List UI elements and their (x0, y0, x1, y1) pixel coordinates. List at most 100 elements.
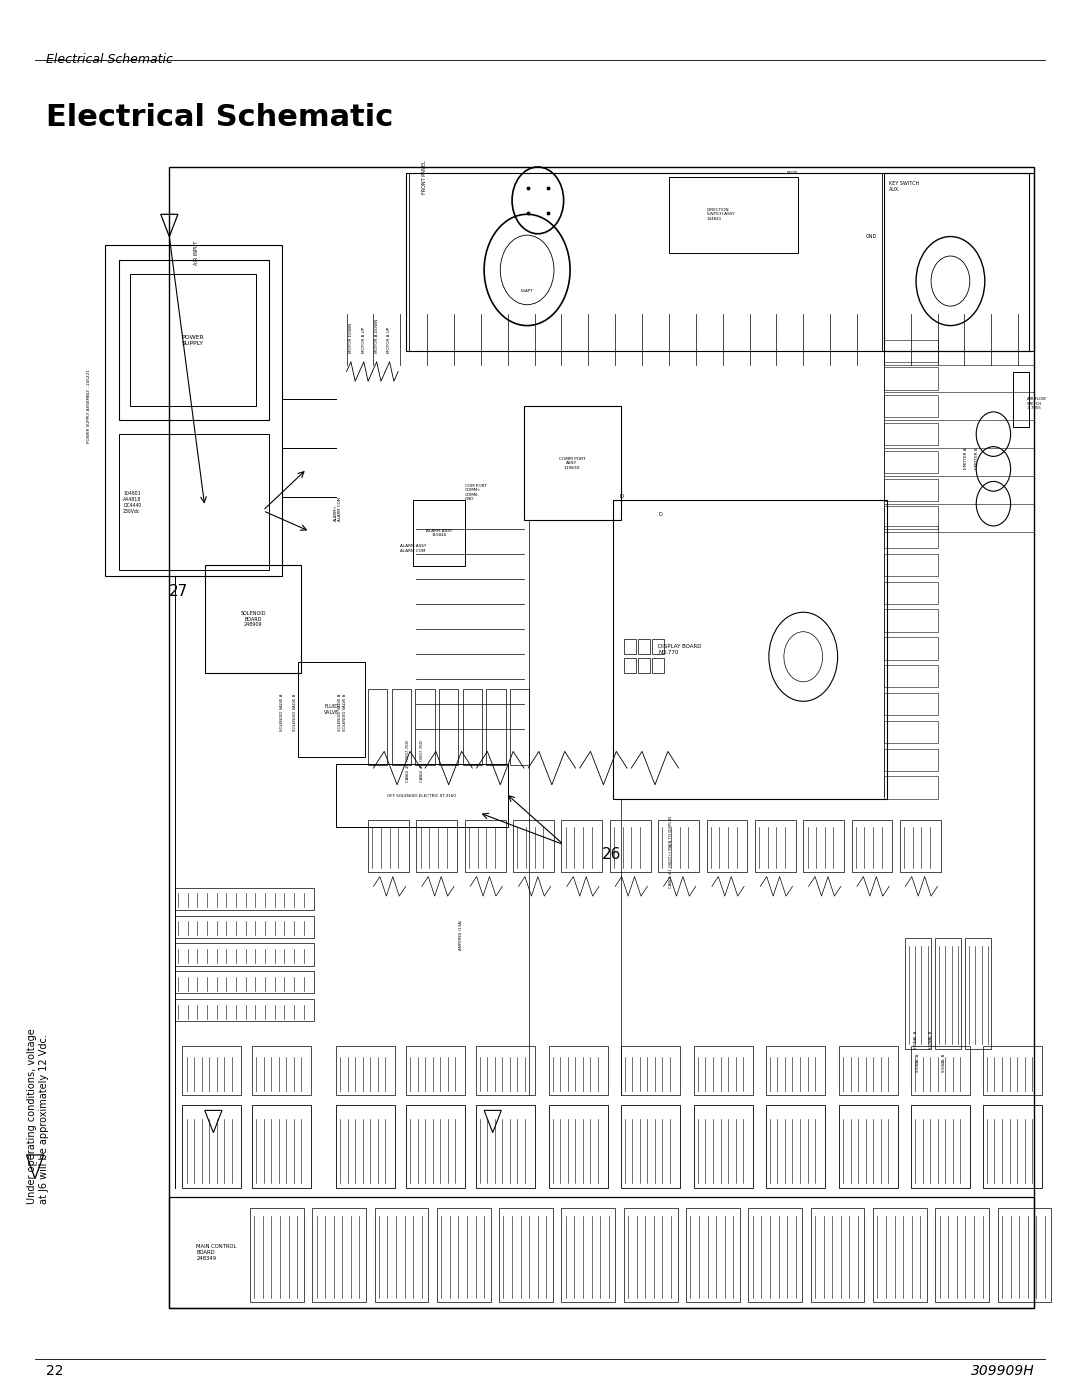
Bar (549, 1105, 608, 1189)
Bar (983, 1046, 1042, 1095)
Bar (336, 1046, 395, 1095)
Text: Under operating conditions, voltage
at J6 will be approximately 12 Vdc.: Under operating conditions, voltage at J… (27, 1028, 49, 1204)
Bar (464, 820, 505, 873)
Text: 309909H: 309909H (971, 1363, 1035, 1377)
Text: COM PORT
COMM+
COMM-
GND: COM PORT COMM+ COMM- GND (464, 483, 486, 502)
Bar (883, 507, 937, 528)
Bar (905, 937, 931, 1049)
Bar (375, 1208, 429, 1302)
Bar (983, 1105, 1042, 1189)
Bar (119, 260, 269, 420)
Text: POWER SUPPLY ASSEMBLY - 245221: POWER SUPPLY ASSEMBLY - 245221 (86, 369, 91, 443)
Bar (839, 1046, 897, 1095)
Bar (883, 553, 937, 576)
Bar (686, 1208, 740, 1302)
Bar (706, 820, 747, 873)
Bar (804, 820, 845, 873)
Bar (883, 451, 937, 474)
Text: SOLENOID
BOARD
248909: SOLENOID BOARD 248909 (241, 610, 266, 627)
Text: CABLE #1 (9007-760): CABLE #1 (9007-760) (406, 740, 409, 782)
Bar (658, 820, 699, 873)
Text: 104801
AA4818
DC4440
230Vdc: 104801 AA4818 DC4440 230Vdc (123, 492, 141, 514)
Text: SIGNAL B: SIGNAL B (942, 1053, 946, 1071)
Text: 27: 27 (170, 584, 189, 599)
Bar (910, 1105, 970, 1189)
Text: !: ! (33, 1162, 37, 1166)
Bar (510, 689, 529, 766)
Bar (935, 937, 961, 1049)
Text: SOLENOID VALVE A
SOLENOID VALVE B: SOLENOID VALVE A SOLENOID VALVE B (338, 694, 347, 731)
Bar (486, 689, 505, 766)
Text: FLUID
VALVE: FLUID VALVE (324, 704, 339, 715)
Bar (883, 173, 1029, 351)
Bar (638, 658, 649, 673)
Bar (748, 1208, 802, 1302)
Bar (883, 525, 937, 548)
Bar (183, 1046, 241, 1095)
Text: ALARM ASSY
ALARM COM: ALARM ASSY ALARM COM (401, 543, 427, 553)
Bar (610, 820, 650, 873)
Bar (438, 689, 458, 766)
Bar (462, 689, 482, 766)
Bar (475, 1046, 535, 1095)
Text: SIGNAL A: SIGNAL A (916, 1053, 920, 1071)
Text: 22: 22 (45, 1363, 64, 1377)
Text: D: D (659, 513, 662, 517)
Bar (651, 638, 663, 654)
Bar (883, 339, 937, 362)
Text: SOLENOID VALVE A: SOLENOID VALVE A (280, 694, 284, 731)
Text: SOLENOID VALVE B: SOLENOID VALVE B (293, 694, 297, 731)
Bar (170, 1197, 1035, 1308)
Bar (883, 423, 937, 446)
Bar (669, 176, 798, 253)
Text: SIGNAL A: SIGNAL A (914, 1030, 918, 1049)
Bar (336, 1105, 395, 1189)
Bar (621, 1046, 679, 1095)
Bar (524, 407, 621, 521)
Text: CABLE #2 (9007-760): CABLE #2 (9007-760) (420, 740, 423, 782)
Bar (910, 1046, 970, 1095)
Bar (562, 820, 603, 873)
Text: SIGNAL B: SIGNAL B (929, 1030, 933, 1049)
Text: OFF SOLENOID ELECTRIC ST.3160: OFF SOLENOID ELECTRIC ST.3160 (388, 793, 457, 798)
Bar (755, 820, 796, 873)
Bar (130, 274, 256, 407)
Bar (883, 721, 937, 743)
Bar (416, 689, 435, 766)
Bar (621, 1105, 679, 1189)
Text: DIRECTION
SWITCH ASSY
134841: DIRECTION SWITCH ASSY 134841 (706, 208, 734, 221)
Bar (409, 173, 881, 351)
Bar (935, 1208, 989, 1302)
Bar (873, 1208, 927, 1302)
Bar (651, 658, 663, 673)
Bar (406, 173, 1035, 351)
Text: ALARM+
ALARM COM: ALARM+ ALARM COM (334, 497, 342, 521)
Bar (175, 971, 314, 993)
Text: COMM PORT
ASSY.
119830: COMM PORT ASSY. 119830 (559, 457, 585, 469)
Text: AMPERES (13A): AMPERES (13A) (459, 919, 463, 950)
Bar (119, 434, 269, 570)
Bar (624, 1208, 677, 1302)
Bar (693, 1046, 753, 1095)
Text: STOP: STOP (787, 170, 798, 175)
Bar (336, 764, 508, 827)
Bar (175, 887, 314, 909)
Bar (252, 1046, 311, 1095)
Bar (175, 999, 314, 1021)
Text: ALARM ASSY
115840: ALARM ASSY 115840 (426, 528, 453, 538)
Bar (436, 1208, 490, 1302)
Bar (414, 500, 464, 566)
Bar (249, 1208, 303, 1302)
Bar (392, 689, 411, 766)
Bar (1013, 372, 1029, 427)
Bar (883, 395, 937, 418)
Bar (883, 479, 937, 502)
Bar (312, 1208, 366, 1302)
Bar (406, 1105, 464, 1189)
Bar (693, 1105, 753, 1189)
Bar (883, 609, 937, 631)
Bar (417, 820, 457, 873)
Bar (998, 1208, 1052, 1302)
Bar (368, 689, 388, 766)
Text: MAIN CONTROL
BOARD
248349: MAIN CONTROL BOARD 248349 (197, 1243, 237, 1260)
